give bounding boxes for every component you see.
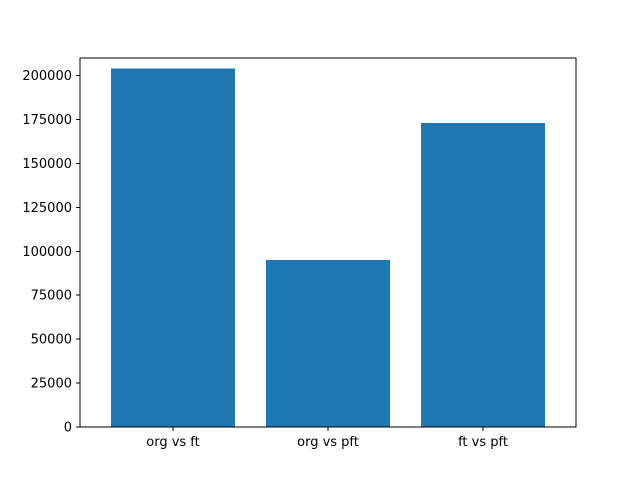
bar-3 — [421, 123, 545, 427]
bar-1 — [111, 68, 235, 427]
y-tick-label: 175000 — [22, 113, 72, 128]
y-tick-label: 125000 — [22, 201, 72, 216]
x-tick-label: ft vs pft — [458, 435, 508, 450]
y-tick-label: 75000 — [31, 289, 72, 304]
x-tick-label: org vs pft — [297, 435, 359, 450]
y-tick-label: 50000 — [31, 333, 72, 348]
y-tick-label: 25000 — [31, 377, 72, 392]
y-tick-label: 200000 — [22, 69, 72, 84]
y-tick-label: 150000 — [22, 157, 72, 172]
x-tick-label: org vs ft — [146, 435, 200, 450]
y-tick-label: 0 — [64, 421, 72, 436]
axes-spines — [79, 57, 577, 428]
y-tick-label: 100000 — [22, 245, 72, 260]
bar-2 — [266, 260, 390, 427]
